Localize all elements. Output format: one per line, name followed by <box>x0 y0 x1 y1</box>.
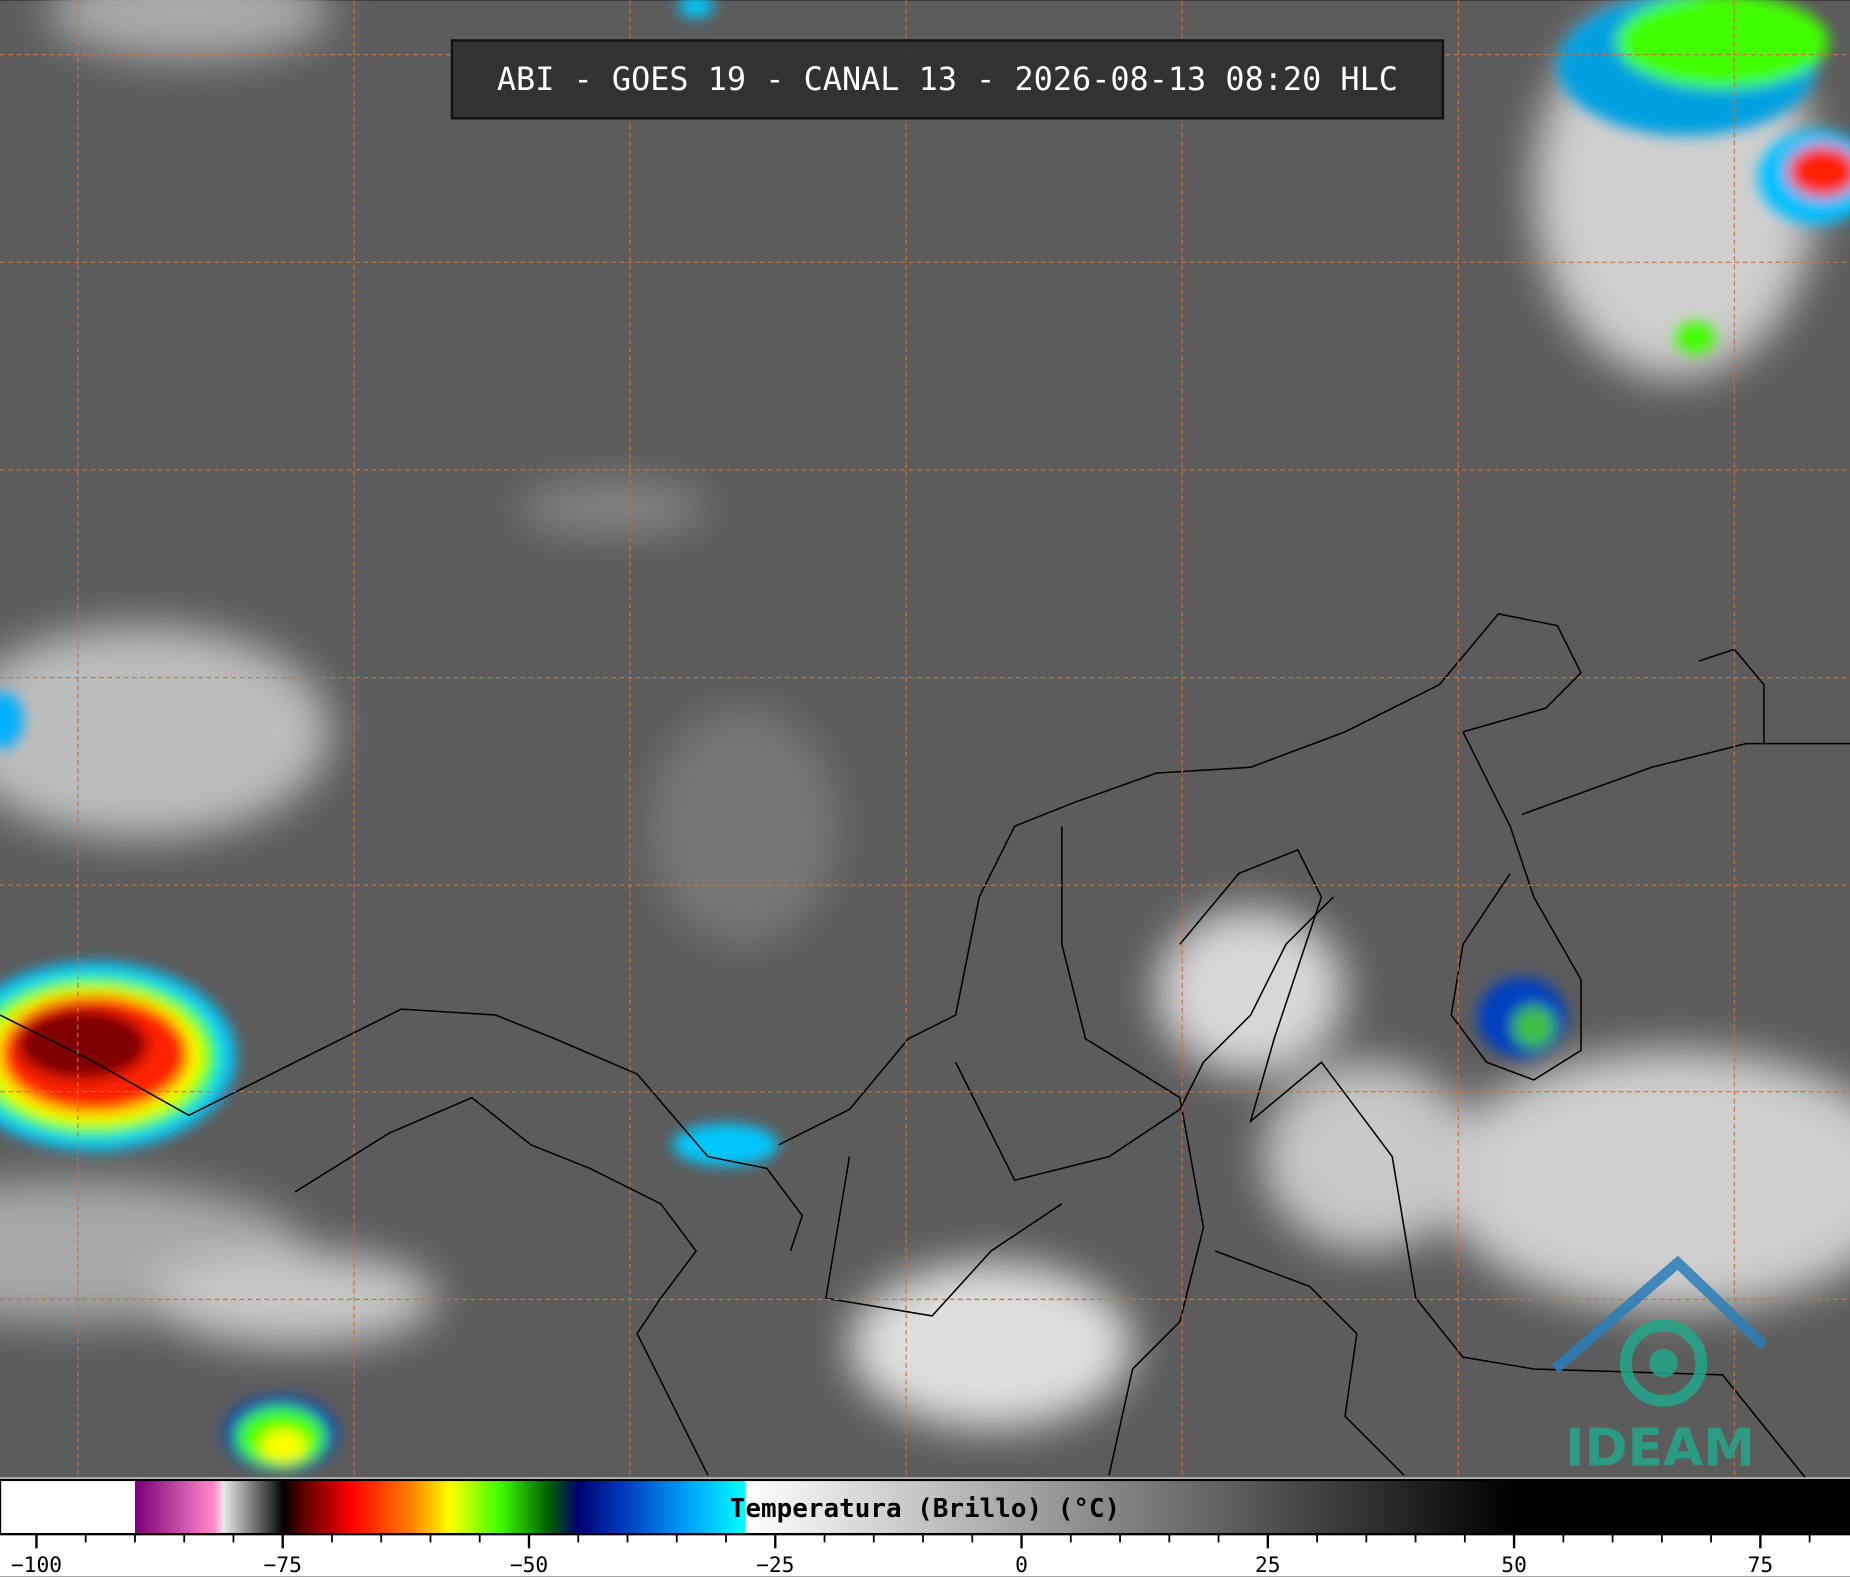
colorbar <box>0 1478 1850 1536</box>
coastlines <box>0 613 1850 1479</box>
tick-label: −25 <box>756 1553 794 1577</box>
convective-cells <box>0 0 1850 1472</box>
tick-label: 0 <box>1015 1553 1028 1577</box>
tick-label: −100 <box>11 1553 62 1577</box>
tick-label: 25 <box>1255 1553 1281 1577</box>
tick-label: 75 <box>1748 1553 1774 1577</box>
tick-label: −50 <box>510 1553 548 1577</box>
logo-text: IDEAM <box>1565 1419 1755 1479</box>
clouds <box>0 0 1850 1428</box>
tick-label: −75 <box>264 1553 302 1577</box>
colorbar-label: Temperatura (Brillo) (°C) <box>730 1494 1120 1524</box>
title-box <box>450 39 1445 120</box>
tick-label: 50 <box>1501 1553 1527 1577</box>
logo: IDEAM <box>1551 1255 1768 1479</box>
title: ABI - GOES 19 - CANAL 13 - 2026-08-13 08… <box>497 60 1398 98</box>
